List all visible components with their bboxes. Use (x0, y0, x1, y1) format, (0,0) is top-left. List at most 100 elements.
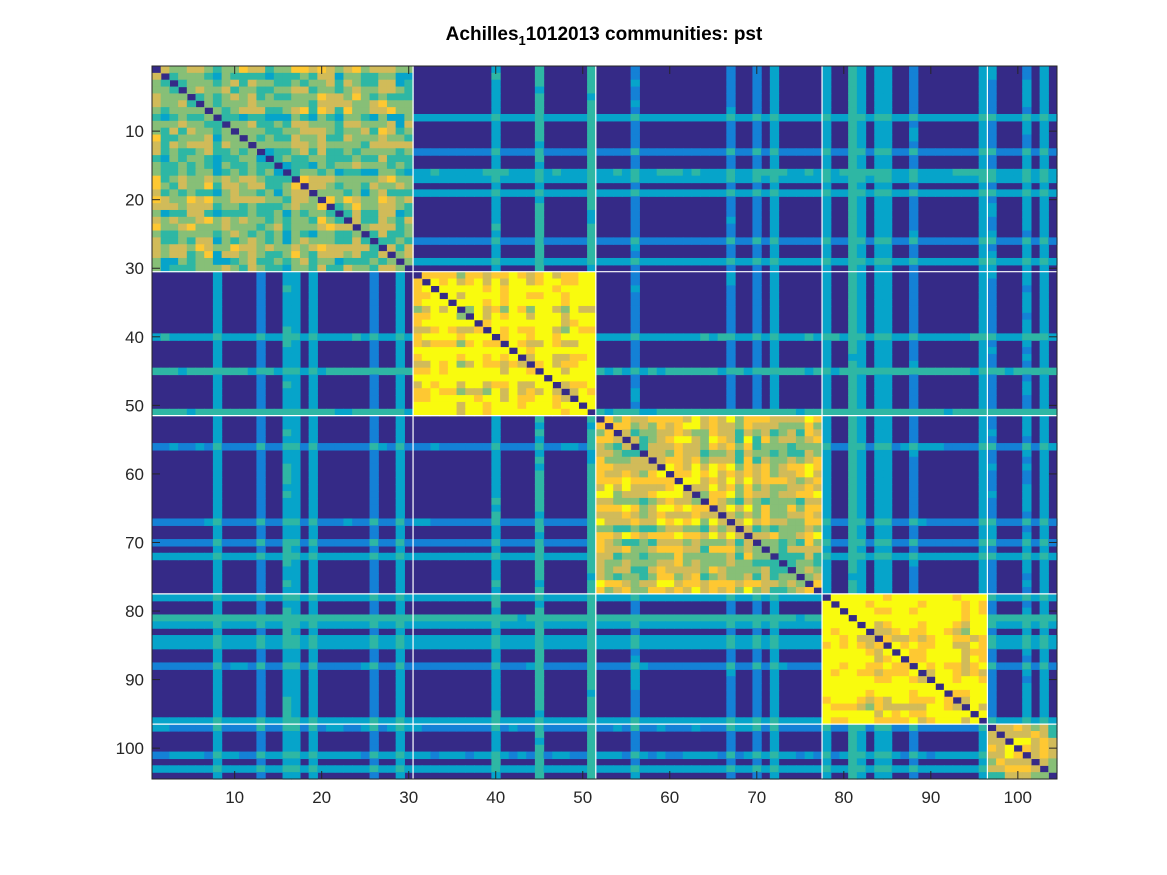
heatmap-cell (404, 257, 414, 266)
heatmap-cell (534, 539, 545, 547)
heatmap-cell (1022, 367, 1032, 376)
heatmap-cell (517, 408, 527, 417)
heatmap-cell (186, 134, 197, 143)
heatmap-cell (534, 463, 545, 472)
heatmap-cell (778, 463, 788, 472)
heatmap-cell (308, 360, 318, 369)
heatmap-cell (404, 251, 414, 259)
heatmap-cell (1022, 340, 1032, 348)
heatmap-cell (473, 381, 484, 389)
heatmap-cell (630, 497, 640, 506)
heatmap-cell (882, 367, 893, 376)
heatmap-cell (604, 484, 614, 492)
heatmap-cell (1022, 552, 1032, 561)
heatmap-cell (787, 367, 797, 376)
heatmap-cell (795, 614, 806, 622)
heatmap-cell (299, 72, 310, 81)
heatmap-cell (587, 333, 597, 341)
heatmap-cell (369, 66, 379, 74)
heatmap-cell (822, 463, 832, 472)
heatmap-cell (726, 449, 736, 458)
heatmap-cell (291, 353, 301, 362)
heatmap-cell (195, 203, 205, 211)
heatmap-cell (282, 264, 292, 273)
heatmap-cell (761, 443, 771, 451)
heatmap-cell (909, 593, 919, 602)
heatmap-cell (795, 463, 806, 472)
heatmap-cell (456, 662, 466, 670)
heatmap-cell (743, 237, 754, 245)
heatmap-cell (413, 443, 423, 451)
heatmap-cell (1039, 237, 1049, 245)
heatmap-cell (282, 641, 292, 650)
heatmap-cell (473, 635, 484, 643)
heatmap-cell (978, 484, 988, 492)
heatmap-cell (613, 532, 623, 540)
heatmap-cell (508, 257, 519, 266)
heatmap-cell (360, 244, 371, 252)
heatmap-cell (987, 203, 997, 211)
heatmap-cell (465, 401, 475, 410)
heatmap-cell (526, 401, 536, 410)
heatmap-cell (943, 621, 954, 629)
heatmap-cell (674, 456, 684, 465)
heatmap-cell (822, 367, 832, 376)
heatmap-cell (822, 545, 832, 554)
chart-title-part1: Achilles (445, 24, 519, 45)
heatmap-cell (291, 395, 301, 403)
heatmap-cell (630, 134, 640, 143)
heatmap-cell (822, 237, 832, 245)
heatmap-cell (386, 72, 397, 81)
heatmap-cell (630, 148, 640, 156)
heatmap-cell (352, 621, 362, 629)
heatmap-cell (987, 72, 997, 81)
heatmap-cell (282, 662, 292, 670)
heatmap-cell (630, 237, 640, 245)
heatmap-cell (473, 408, 484, 417)
heatmap-cell (152, 134, 162, 143)
heatmap-cell (273, 189, 284, 197)
heatmap-cell (308, 340, 318, 348)
heatmap-cell (978, 463, 988, 472)
heatmap-cell (334, 244, 345, 252)
heatmap-cell (630, 641, 640, 650)
heatmap-cell (665, 552, 675, 561)
heatmap-cell (726, 580, 736, 588)
heatmap-cell (395, 79, 405, 88)
heatmap-cell (587, 299, 597, 307)
heatmap-cell (430, 292, 440, 300)
heatmap-cell (465, 347, 475, 355)
heatmap-cell (848, 305, 858, 314)
heatmap-cell (369, 230, 379, 238)
heatmap-cell (456, 635, 466, 643)
heatmap-cell (630, 203, 640, 211)
heatmap-cell (517, 381, 527, 389)
heatmap-cell (613, 525, 623, 533)
heatmap-cell (204, 72, 214, 81)
heatmap-cell (595, 641, 606, 650)
heatmap-cell (404, 209, 414, 218)
heatmap-cell (1039, 120, 1049, 129)
heatmap-cell (291, 641, 301, 650)
heatmap-cell (613, 539, 623, 547)
heatmap-cell (978, 477, 988, 485)
heatmap-cell (195, 662, 205, 670)
heatmap-cell (987, 415, 997, 424)
heatmap-cell (735, 614, 745, 622)
heatmap-cell (935, 552, 945, 561)
heatmap-cell (369, 614, 379, 622)
heatmap-cell (587, 353, 597, 362)
heatmap-cell (648, 113, 658, 122)
heatmap-cell (421, 401, 432, 410)
heatmap-cell (752, 285, 762, 293)
heatmap-cell (917, 189, 928, 197)
heatmap-cell (508, 395, 519, 403)
heatmap-cell (578, 641, 588, 650)
heatmap-cell (186, 552, 197, 561)
heatmap-cell (822, 333, 832, 341)
heatmap-cell (743, 525, 754, 533)
heatmap-cell (169, 155, 179, 163)
heatmap-cell (813, 449, 823, 458)
heatmap-cell (195, 230, 205, 238)
heatmap-cell (352, 113, 362, 122)
